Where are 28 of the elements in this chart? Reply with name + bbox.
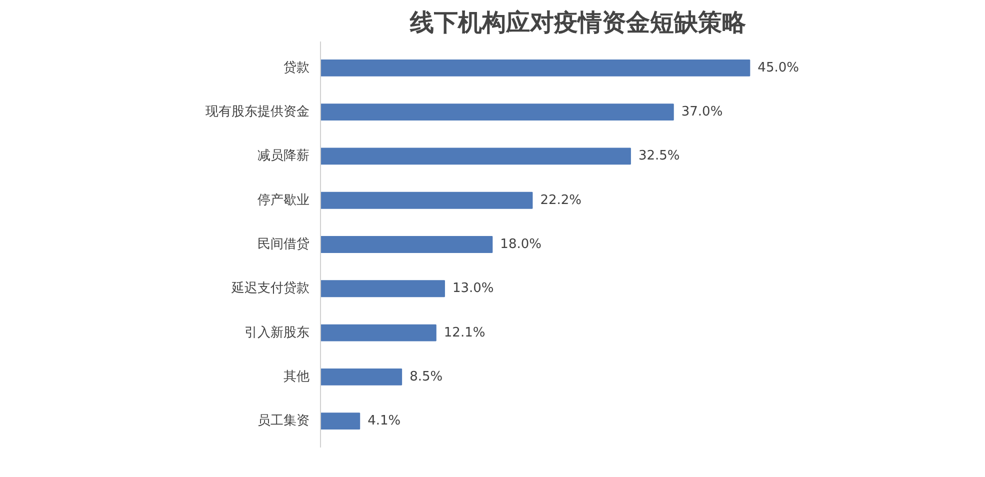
y-tick-label: 引入新股东 [244,325,310,340]
data-label: 32.5% [638,148,680,164]
data-label: 4.1% [368,414,401,429]
bar [320,148,631,165]
bar [320,60,750,76]
bar [320,412,360,430]
data-label: 13.0% [452,281,494,296]
bar [320,368,402,386]
data-label: 22.2% [540,192,582,208]
chart-title: 线下机构应对疫情资金短缺策略 [409,8,747,36]
y-tick-label: 民间借贷 [258,237,310,252]
bar [320,104,674,121]
bar [320,280,445,298]
data-label: 37.0% [681,104,723,120]
bar [320,192,533,209]
data-label: 8.5% [410,369,443,384]
y-tick-label: 减员降薪 [258,148,310,164]
y-tick-label: 停产歇业 [258,192,310,208]
data-label: 45.0% [758,60,799,76]
data-label: 18.0% [500,237,542,252]
y-tick-label: 员工集资 [258,414,310,429]
bar [320,324,436,342]
y-tick-label: 贷款 [284,60,310,76]
y-tick-label: 现有股东提供资金 [206,104,310,120]
y-tick-label: 延迟支付贷款 [230,281,310,296]
y-tick-label: 其他 [284,369,310,384]
data-label: 12.1% [444,325,486,340]
bar [320,236,493,253]
